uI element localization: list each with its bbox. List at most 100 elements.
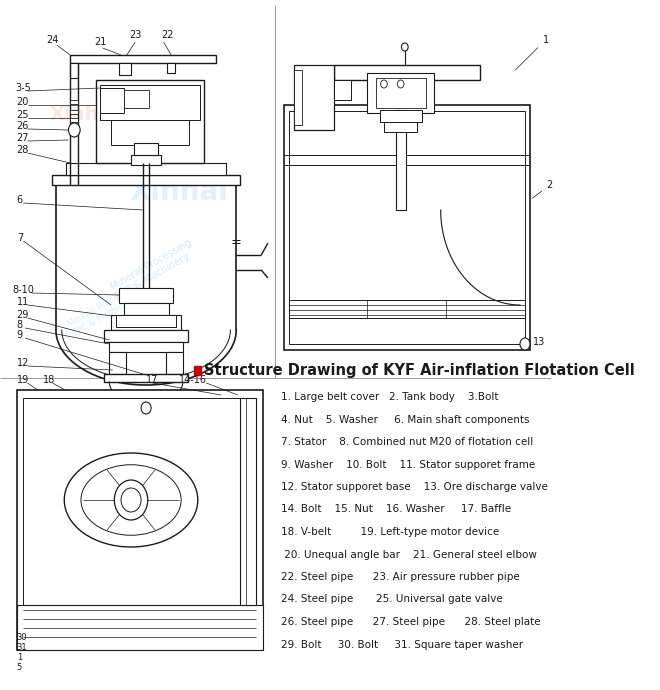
Text: Mineral Processing
EPC & Machinery: Mineral Processing EPC & Machinery xyxy=(359,148,449,213)
Bar xyxy=(131,155,161,165)
Text: 5: 5 xyxy=(16,664,22,673)
Text: 23: 23 xyxy=(129,30,142,40)
Bar xyxy=(376,78,426,108)
Bar xyxy=(111,120,189,145)
Ellipse shape xyxy=(81,465,181,535)
Text: 6: 6 xyxy=(16,195,23,205)
Text: 21: 21 xyxy=(94,37,107,47)
Text: 13: 13 xyxy=(533,337,544,347)
Text: 1: 1 xyxy=(16,653,22,662)
Bar xyxy=(111,315,181,330)
Bar xyxy=(116,315,176,327)
Text: 1: 1 xyxy=(515,35,548,70)
Bar xyxy=(96,80,205,163)
Bar xyxy=(379,110,422,122)
Bar xyxy=(334,65,480,80)
Text: 27: 27 xyxy=(16,133,29,143)
Text: 19: 19 xyxy=(16,375,29,385)
Bar xyxy=(289,300,525,318)
Bar xyxy=(104,374,188,382)
Text: Xinhai: Xinhai xyxy=(129,178,228,206)
Bar xyxy=(110,352,126,374)
Text: 14-16: 14-16 xyxy=(180,375,207,385)
Text: 29: 29 xyxy=(16,310,29,320)
Text: 4. Nut    5. Washer     6. Main shaft components: 4. Nut 5. Washer 6. Main shaft component… xyxy=(281,415,530,424)
Circle shape xyxy=(401,43,408,51)
Bar xyxy=(123,90,148,108)
Bar xyxy=(384,122,417,132)
Bar xyxy=(284,105,530,350)
Text: 18. V-belt         19. Left-type motor device: 18. V-belt 19. Left-type motor device xyxy=(281,527,500,537)
Text: 24. Steel pipe       25. Universal gate valve: 24. Steel pipe 25. Universal gate valve xyxy=(281,595,503,604)
Bar xyxy=(334,80,350,100)
Bar xyxy=(51,175,240,185)
Text: Mineral Processing
EPC & Machinery: Mineral Processing EPC & Machinery xyxy=(75,502,153,558)
Bar xyxy=(294,65,334,130)
Text: 14. Bolt    15. Nut    16. Washer     17. Baffle: 14. Bolt 15. Nut 16. Washer 17. Baffle xyxy=(281,504,512,515)
Bar xyxy=(100,88,123,113)
Bar xyxy=(70,100,79,104)
Text: 9: 9 xyxy=(16,330,23,340)
Text: 26. Steel pipe      27. Steel pipe      28. Steel plate: 26. Steel pipe 27. Steel pipe 28. Steel … xyxy=(281,617,541,627)
Text: Xinhai: Xinhai xyxy=(108,481,198,505)
Text: 31: 31 xyxy=(16,644,27,653)
Text: 22: 22 xyxy=(161,30,174,40)
Bar xyxy=(66,163,226,175)
Bar xyxy=(294,70,302,125)
Bar xyxy=(100,85,201,120)
Text: 3-5: 3-5 xyxy=(15,83,31,93)
Bar xyxy=(167,63,176,73)
Text: 18: 18 xyxy=(44,375,55,385)
Text: 2: 2 xyxy=(532,180,553,198)
Circle shape xyxy=(381,80,387,88)
Bar xyxy=(110,342,183,352)
Text: 24: 24 xyxy=(46,35,58,45)
Bar xyxy=(70,55,216,63)
Text: 29. Bolt     30. Bolt     31. Square taper washer: 29. Bolt 30. Bolt 31. Square taper washe… xyxy=(281,640,523,649)
Text: 7. Stator    8. Combined nut M20 of flotation cell: 7. Stator 8. Combined nut M20 of flotati… xyxy=(281,437,533,447)
Circle shape xyxy=(69,123,80,137)
Text: 12: 12 xyxy=(16,358,29,368)
Text: 20. Unequal angle bar    21. General steel elbow: 20. Unequal angle bar 21. General steel … xyxy=(281,549,537,560)
Bar xyxy=(395,110,406,210)
Text: 20: 20 xyxy=(16,97,29,107)
Text: 8-10: 8-10 xyxy=(13,285,34,295)
Bar xyxy=(123,303,168,315)
Text: 26: 26 xyxy=(16,121,29,131)
Text: Mineral Processing
EPC & Machinery: Mineral Processing EPC & Machinery xyxy=(367,232,446,288)
Bar xyxy=(289,111,525,344)
Bar xyxy=(23,398,256,642)
Circle shape xyxy=(520,338,530,350)
Bar xyxy=(70,118,79,122)
Bar xyxy=(70,63,79,78)
Bar xyxy=(166,352,183,374)
Text: Mineral Processing
EPC & Machinery: Mineral Processing EPC & Machinery xyxy=(108,238,199,302)
Text: 9. Washer    10. Bolt    11. Stator supporet frame: 9. Washer 10. Bolt 11. Stator supporet f… xyxy=(281,460,535,469)
Bar xyxy=(119,63,131,75)
Text: Mineral Processing
EPC & Machinery: Mineral Processing EPC & Machinery xyxy=(67,282,145,338)
Text: 11: 11 xyxy=(16,297,29,307)
Bar xyxy=(16,390,263,650)
Bar xyxy=(367,73,434,113)
Text: 28: 28 xyxy=(16,145,29,155)
Bar xyxy=(135,143,158,155)
Text: 17: 17 xyxy=(146,375,158,385)
Circle shape xyxy=(114,480,148,520)
Text: 12. Stator supporet base    13. Ore discharge valve: 12. Stator supporet base 13. Ore dischar… xyxy=(281,482,548,492)
Bar xyxy=(104,330,188,342)
Text: 7: 7 xyxy=(16,233,23,243)
Text: 1. Large belt cover   2. Tank body    3.Bolt: 1. Large belt cover 2. Tank body 3.Bolt xyxy=(281,392,499,402)
Text: 30: 30 xyxy=(16,633,27,642)
Bar xyxy=(70,110,79,114)
Text: 8: 8 xyxy=(16,320,23,330)
Circle shape xyxy=(397,80,404,88)
Circle shape xyxy=(141,402,151,414)
Text: 25: 25 xyxy=(16,110,29,120)
Text: 22. Steel pipe      23. Air pressure rubber pipe: 22. Steel pipe 23. Air pressure rubber p… xyxy=(281,572,520,582)
Text: Xinhai: Xinhai xyxy=(50,105,119,124)
Circle shape xyxy=(121,488,141,512)
Bar xyxy=(193,366,201,375)
Bar xyxy=(119,288,173,303)
Ellipse shape xyxy=(64,453,198,547)
Text: Structure Drawing of KYF Air-inflation Flotation Cell: Structure Drawing of KYF Air-inflation F… xyxy=(205,362,635,377)
